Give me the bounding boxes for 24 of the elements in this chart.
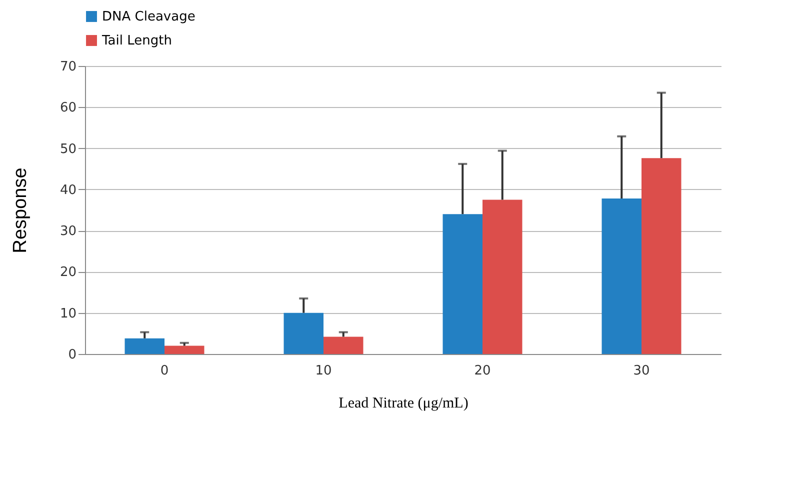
y-tick-label: 60 — [60, 100, 76, 116]
y-tick-label: 0 — [68, 348, 76, 362]
y-tick-label: 10 — [60, 306, 76, 322]
y-tick-label: 50 — [60, 142, 76, 157]
bar — [324, 336, 364, 354]
y-tick-label: 20 — [60, 265, 76, 280]
bar — [124, 338, 164, 354]
legend-label: DNA Cleavage — [102, 10, 196, 24]
bar — [642, 158, 682, 354]
bar — [602, 198, 642, 354]
bar — [442, 214, 482, 354]
bar — [164, 346, 204, 354]
x-tick-label: 0 — [160, 364, 169, 378]
y-tick-label: 30 — [60, 224, 76, 240]
x-axis-title: Lead Nitrate (μg/mL) — [338, 396, 468, 412]
bar — [482, 200, 522, 354]
y-tick-label: 40 — [60, 182, 76, 198]
bar — [284, 312, 324, 354]
y-tick-label: 70 — [60, 60, 76, 74]
x-tick-label: 30 — [633, 364, 650, 378]
x-tick-label: 10 — [315, 364, 332, 378]
y-axis-title: Response — [10, 168, 31, 254]
legend-label: Tail Length — [101, 34, 172, 48]
x-tick-label: 20 — [474, 364, 491, 378]
